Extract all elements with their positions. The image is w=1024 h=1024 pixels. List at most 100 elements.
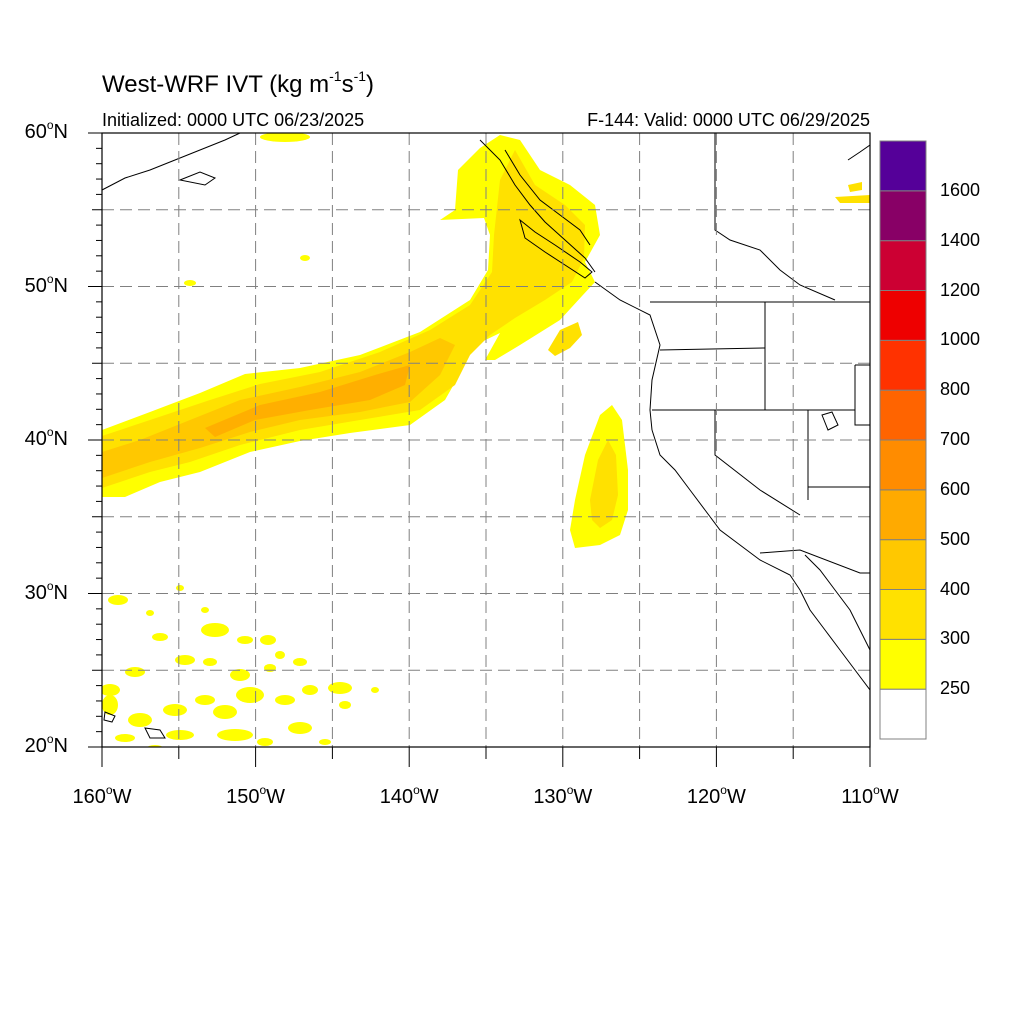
ivt-blob-offshore-1 bbox=[548, 322, 582, 356]
ivt-patch bbox=[176, 585, 184, 591]
coastlines bbox=[102, 133, 870, 739]
colorbar-label: 800 bbox=[940, 379, 971, 400]
coastline-bc bbox=[479, 139, 596, 273]
valid-time: F-144: Valid: 0000 UTC 06/29/2025 bbox=[587, 110, 870, 130]
lon-tick-label: 140oW bbox=[379, 783, 439, 808]
ivt-patch bbox=[147, 745, 163, 747]
ivt-patch bbox=[275, 651, 285, 659]
coastline-ne-corner bbox=[847, 144, 870, 161]
colorbar-swatch bbox=[879, 339, 927, 391]
ivt-patch bbox=[163, 704, 187, 716]
ivt-patch bbox=[102, 695, 118, 715]
colorbar-swatch bbox=[879, 489, 927, 541]
ivt-patch bbox=[328, 682, 352, 694]
axis-ticks bbox=[88, 132, 871, 767]
coastline-hawaii bbox=[103, 711, 166, 739]
map-title: West-WRF IVT (kg m-1s-1) bbox=[102, 68, 375, 98]
colorbar-swatch bbox=[879, 140, 927, 192]
lon-tick-label: 150oW bbox=[226, 783, 286, 808]
ivt-scattered-patches bbox=[102, 585, 379, 747]
border-ca-nv bbox=[714, 410, 801, 516]
ivt-patch bbox=[152, 633, 168, 641]
colorbar-swatch bbox=[879, 389, 927, 441]
coastline-bc-inner bbox=[504, 149, 591, 246]
colorbar-swatch bbox=[879, 439, 927, 491]
ivt-patch bbox=[293, 658, 307, 666]
ivt-patch bbox=[339, 701, 351, 709]
coastline-vancouver-island bbox=[519, 218, 593, 279]
ivt-patch bbox=[319, 739, 331, 745]
ivt-patch bbox=[264, 664, 276, 672]
lon-tick-label: 120oW bbox=[686, 783, 746, 808]
colorbar-label: 1400 bbox=[940, 229, 981, 250]
ivt-patch bbox=[230, 669, 250, 681]
ivt-blob-offshore-2-core bbox=[590, 440, 618, 528]
ivt-patch bbox=[288, 722, 312, 734]
colorbar-swatch bbox=[879, 290, 927, 341]
great-salt-lake bbox=[821, 411, 839, 431]
colorbar-label: 1600 bbox=[940, 179, 981, 200]
colorbar-swatch bbox=[879, 539, 927, 591]
coastline-washington-oregon bbox=[594, 281, 661, 431]
ivt-patch bbox=[108, 595, 128, 605]
border-wa-or bbox=[659, 347, 766, 351]
graticule bbox=[102, 133, 870, 747]
coastline-alaska bbox=[102, 133, 241, 191]
ivt-patch bbox=[213, 705, 237, 719]
colorbar-swatch bbox=[879, 589, 927, 640]
lat-tick-label: 40oN bbox=[24, 425, 68, 450]
ivt-patch bbox=[302, 685, 318, 695]
ivt-patch bbox=[217, 729, 253, 741]
ivt-field bbox=[102, 133, 870, 747]
ivt-patch bbox=[166, 730, 194, 740]
lat-tick-label: 30oN bbox=[24, 578, 68, 604]
ivt-patch bbox=[203, 658, 217, 666]
colorbar-label: 700 bbox=[940, 429, 971, 449]
coastline-california bbox=[651, 429, 801, 591]
colorbar-swatch bbox=[879, 190, 927, 242]
colorbar-label: 1200 bbox=[940, 279, 981, 300]
ivt-patch bbox=[128, 713, 152, 727]
colorbar-label: 400 bbox=[940, 578, 971, 599]
border-us-mexico bbox=[759, 549, 870, 574]
ivt-patch bbox=[125, 667, 145, 677]
colorbar bbox=[879, 140, 927, 740]
colorbar-swatch bbox=[879, 240, 927, 292]
ivt-patch bbox=[260, 635, 276, 645]
colorbar-label: 500 bbox=[940, 528, 971, 549]
lat-tick-label: 20oN bbox=[24, 732, 68, 757]
boundary-bc-alberta bbox=[714, 133, 836, 301]
ivt-patch bbox=[237, 636, 253, 644]
ivt-patch bbox=[102, 684, 120, 696]
ivt-band-500 bbox=[205, 365, 410, 437]
colorbar-label: 300 bbox=[940, 628, 971, 649]
coastline-gulf-california bbox=[804, 554, 870, 651]
ivt-patch bbox=[201, 607, 209, 613]
ivt-patch bbox=[175, 655, 195, 665]
lon-tick-label: 130oW bbox=[533, 783, 593, 808]
colorbar-label: 1000 bbox=[940, 329, 981, 350]
lat-tick-label: 60oN bbox=[24, 118, 68, 143]
ivt-patch bbox=[115, 734, 135, 742]
colorbar-swatch bbox=[879, 688, 927, 740]
initialized-time: Initialized: 0000 UTC 06/23/2025 bbox=[102, 110, 365, 130]
ivt-patch bbox=[371, 687, 379, 693]
ivt-patch bbox=[275, 695, 295, 705]
ivt-patch bbox=[201, 623, 229, 637]
ivt-patch bbox=[300, 255, 310, 261]
coastline-alaska-islands bbox=[178, 171, 217, 186]
ivt-patch bbox=[184, 280, 196, 286]
ivt-patch bbox=[195, 695, 215, 705]
colorbar-label: 600 bbox=[940, 478, 971, 499]
border-montana bbox=[854, 364, 870, 426]
lon-tick-label: 160oW bbox=[72, 783, 132, 808]
coastline-baja bbox=[799, 589, 870, 691]
ivt-patch bbox=[257, 738, 273, 746]
ivt-band-300 bbox=[102, 150, 585, 488]
colorbar-label: 250 bbox=[940, 678, 971, 699]
lat-tick-label: 50oN bbox=[24, 271, 68, 297]
ivt-patch bbox=[236, 687, 264, 703]
ivt-patch bbox=[146, 610, 154, 616]
colorbar-swatch bbox=[879, 638, 927, 690]
lon-tick-label: 110oW bbox=[841, 783, 899, 808]
